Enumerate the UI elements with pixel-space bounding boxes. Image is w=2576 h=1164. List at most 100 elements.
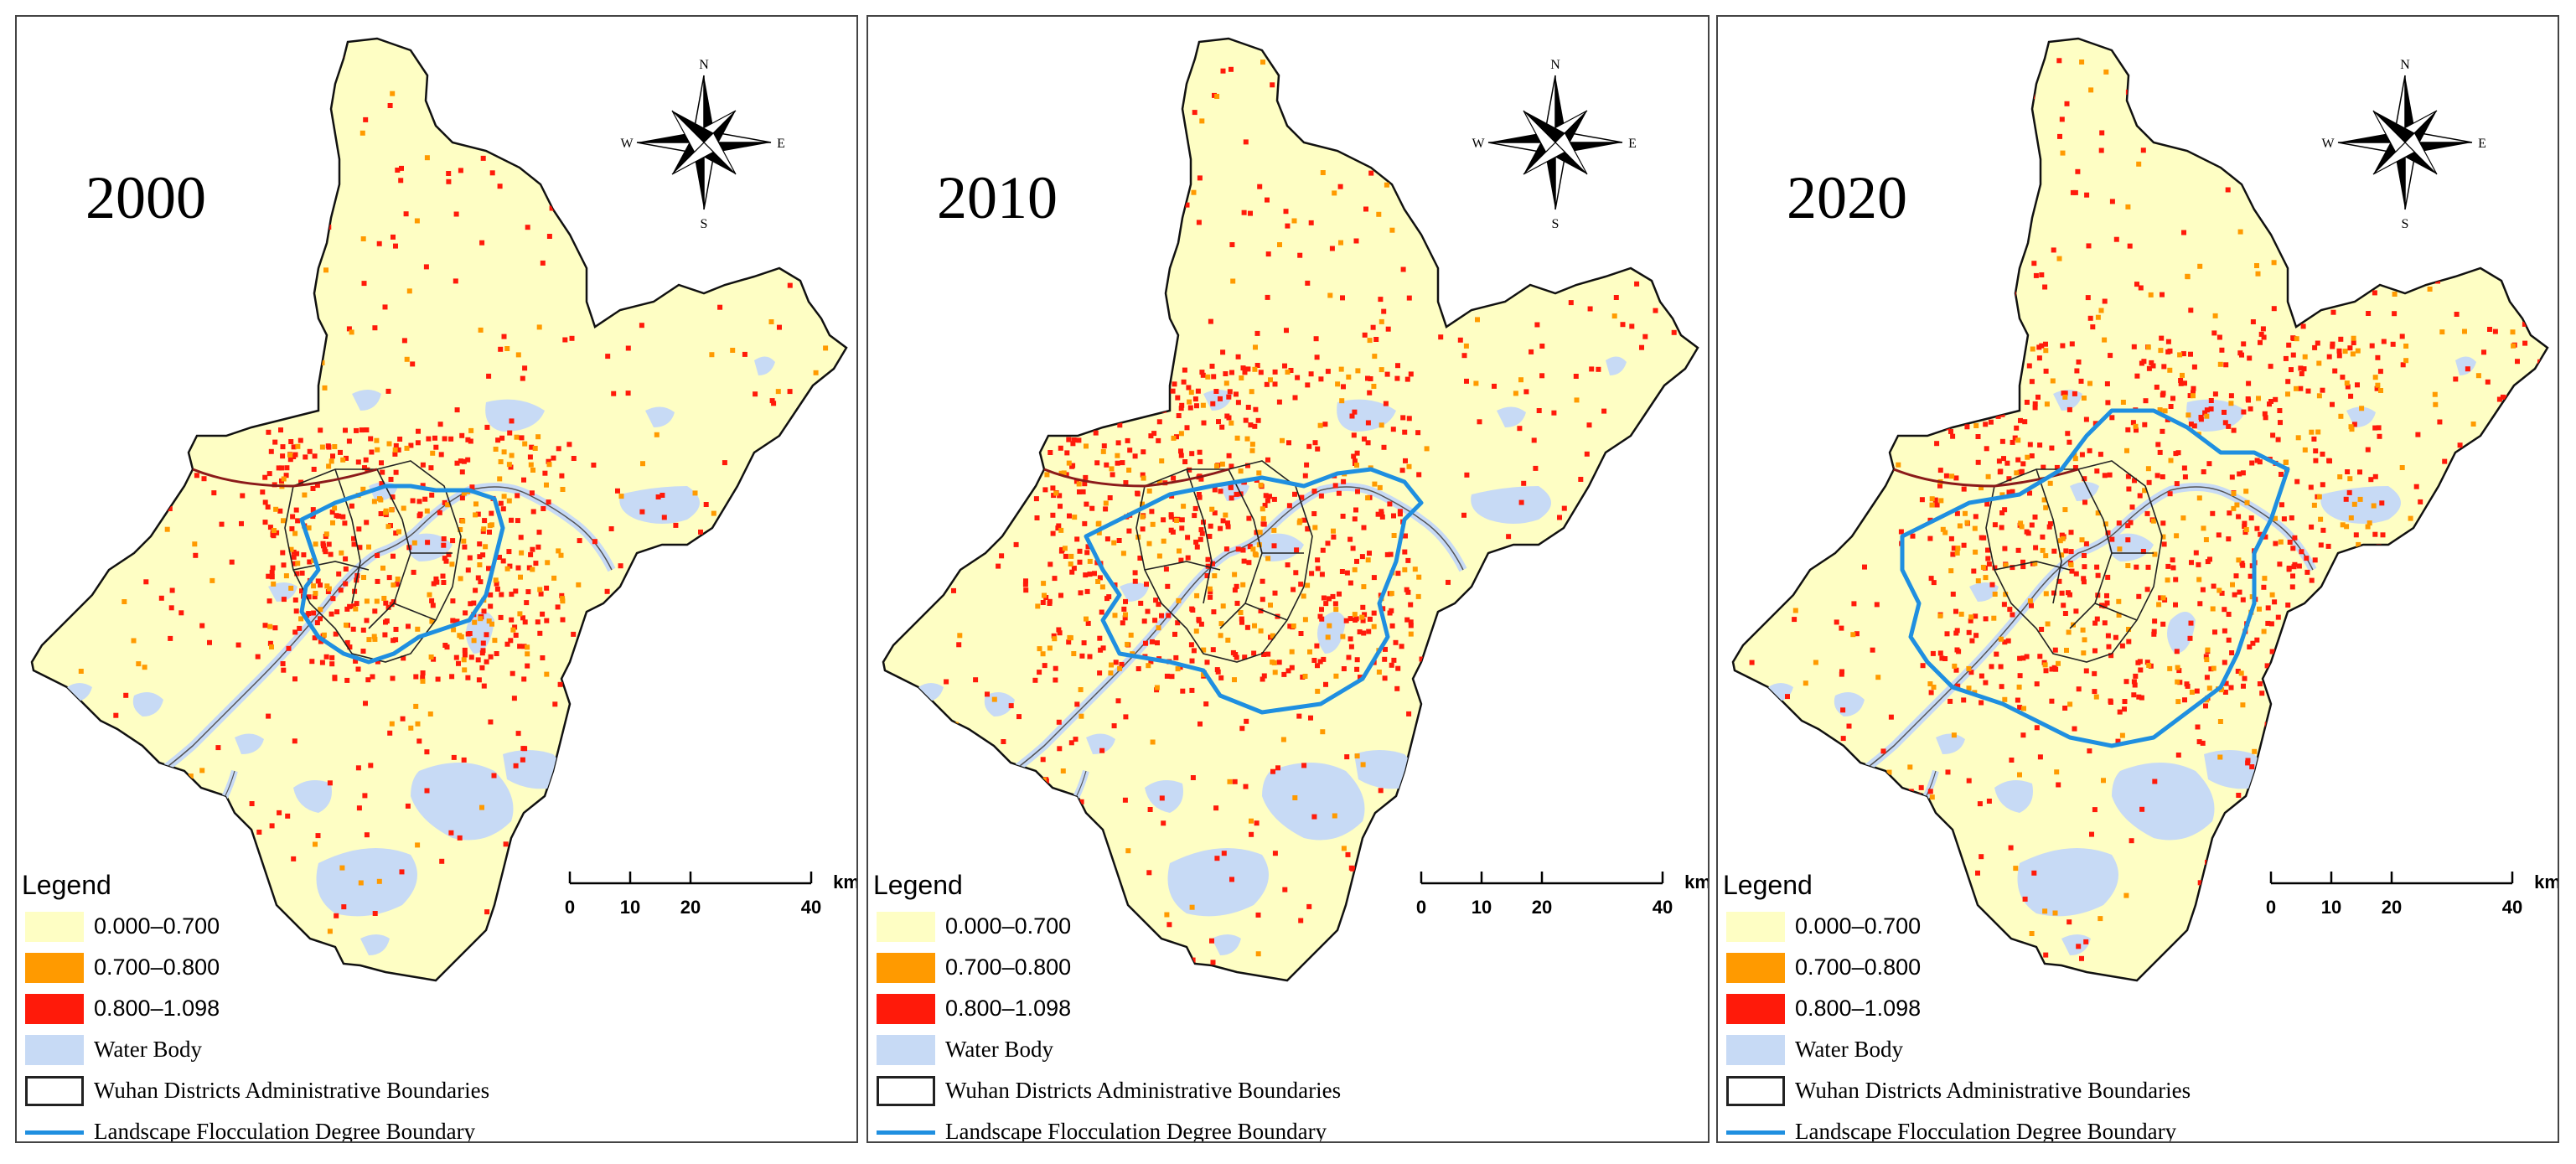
density-cell bbox=[481, 526, 487, 532]
density-cell bbox=[1991, 615, 1997, 621]
density-cell bbox=[270, 312, 276, 318]
density-cell bbox=[2068, 562, 2074, 568]
density-cell bbox=[2103, 69, 2109, 75]
density-cell bbox=[1531, 437, 1537, 443]
density-cell bbox=[1068, 255, 1074, 261]
density-cell bbox=[2522, 97, 2528, 103]
density-cell bbox=[1367, 551, 1372, 556]
density-cell bbox=[2347, 476, 2353, 482]
density-cell bbox=[1141, 618, 1147, 624]
density-cell bbox=[291, 549, 297, 555]
density-cell bbox=[1091, 370, 1096, 375]
density-cell bbox=[442, 556, 447, 561]
density-cell bbox=[2345, 838, 2351, 844]
density-cell bbox=[544, 585, 550, 591]
density-cell bbox=[1161, 517, 1166, 523]
density-cell bbox=[2037, 654, 2043, 660]
density-cell bbox=[530, 509, 536, 515]
density-cell bbox=[2302, 447, 2308, 453]
density-cell bbox=[2206, 461, 2212, 467]
density-cell bbox=[307, 448, 313, 454]
density-cell bbox=[2337, 611, 2343, 616]
density-cell bbox=[486, 566, 491, 572]
density-cell bbox=[1292, 795, 1298, 800]
density-cell bbox=[1084, 137, 1089, 142]
density-cell bbox=[1047, 401, 1053, 407]
density-cell bbox=[2525, 464, 2531, 470]
density-cell bbox=[1254, 820, 1260, 826]
density-cell bbox=[310, 486, 316, 491]
density-cell bbox=[1777, 366, 1782, 372]
density-cell bbox=[1397, 511, 1403, 517]
density-cell bbox=[1052, 60, 1058, 66]
density-cell bbox=[1109, 662, 1114, 668]
density-cell bbox=[1304, 462, 1310, 468]
density-cell bbox=[2210, 606, 2216, 612]
density-cell bbox=[2434, 661, 2440, 667]
density-cell bbox=[813, 370, 819, 375]
density-cell bbox=[2176, 668, 2182, 674]
density-cell bbox=[1314, 643, 1320, 649]
density-cell bbox=[1111, 540, 1117, 546]
density-cell bbox=[1591, 676, 1596, 682]
density-cell bbox=[2212, 629, 2217, 635]
density-cell bbox=[1601, 590, 1606, 596]
density-cell bbox=[1956, 649, 1962, 654]
density-cell bbox=[1611, 479, 1616, 484]
density-cell bbox=[1340, 514, 1346, 519]
density-cell bbox=[1380, 606, 1386, 612]
density-cell bbox=[787, 389, 793, 395]
density-cell bbox=[1484, 834, 1490, 840]
density-cell bbox=[1164, 912, 1170, 918]
density-cell bbox=[1332, 190, 1337, 196]
density-cell bbox=[1522, 644, 1528, 650]
density-cell bbox=[2105, 530, 2111, 535]
density-cell bbox=[1964, 424, 1970, 430]
density-cell bbox=[2280, 687, 2286, 693]
density-cell bbox=[1191, 648, 1197, 654]
density-cell bbox=[2275, 437, 2281, 442]
density-cell bbox=[1671, 587, 1677, 592]
density-cell bbox=[2098, 308, 2104, 313]
density-cell bbox=[2271, 260, 2277, 266]
density-cell bbox=[1097, 635, 1103, 641]
density-cell bbox=[1093, 416, 1099, 422]
density-cell bbox=[298, 616, 304, 622]
density-cell bbox=[1961, 697, 1967, 703]
density-cell bbox=[504, 566, 510, 572]
density-cell bbox=[2240, 470, 2246, 476]
density-cell bbox=[1517, 426, 1523, 432]
density-cell bbox=[1346, 654, 1352, 660]
density-cell bbox=[2003, 592, 2009, 598]
density-cell bbox=[1823, 117, 1829, 122]
density-cell bbox=[2261, 629, 2267, 634]
density-cell bbox=[2242, 520, 2248, 526]
density-cell bbox=[518, 574, 523, 580]
density-cell bbox=[1399, 468, 1405, 473]
density-cell bbox=[1067, 634, 1073, 640]
density-cell bbox=[2457, 592, 2463, 598]
density-cell bbox=[2361, 685, 2367, 691]
density-cell bbox=[2338, 413, 2344, 419]
density-cell bbox=[311, 583, 317, 589]
density-cell bbox=[2084, 192, 2090, 198]
density-cell bbox=[2135, 660, 2141, 665]
density-cell bbox=[1022, 334, 1027, 340]
density-cell bbox=[448, 830, 454, 835]
density-cell bbox=[1758, 582, 1764, 588]
density-cell bbox=[2523, 159, 2529, 164]
density-cell bbox=[1223, 512, 1229, 518]
density-cell bbox=[1353, 507, 1358, 513]
density-cell bbox=[131, 638, 137, 644]
density-cell bbox=[2290, 261, 2296, 267]
density-cell bbox=[2375, 382, 2381, 388]
density-cell bbox=[900, 220, 906, 225]
density-cell bbox=[1461, 512, 1466, 518]
density-cell bbox=[1100, 313, 1106, 318]
density-cell bbox=[1080, 55, 1086, 61]
density-cell bbox=[359, 427, 365, 433]
density-cell bbox=[1298, 631, 1304, 636]
density-cell bbox=[2437, 419, 2443, 425]
density-cell bbox=[1943, 308, 1949, 313]
density-cell bbox=[362, 793, 368, 799]
